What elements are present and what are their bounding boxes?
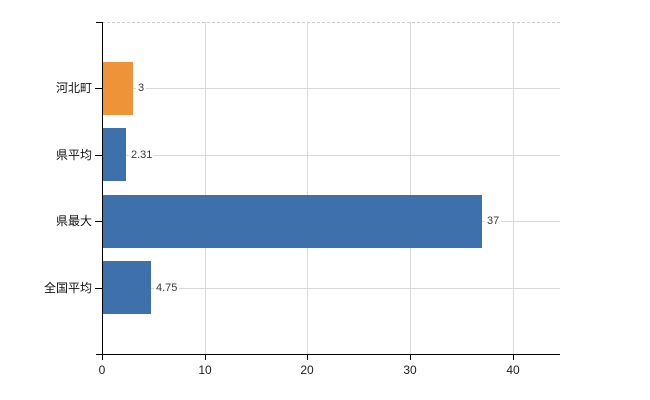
bar bbox=[103, 128, 126, 181]
x-axis-tick bbox=[102, 355, 103, 360]
gridline-horizontal bbox=[102, 288, 560, 289]
bar-value-label: 2.31 bbox=[129, 147, 155, 163]
category-label: 県平均 bbox=[55, 148, 92, 162]
bar bbox=[103, 195, 482, 248]
x-axis-tick bbox=[205, 355, 206, 360]
gridline-vertical bbox=[205, 22, 206, 354]
category-label: 全国平均 bbox=[43, 281, 92, 295]
plot-top-border bbox=[102, 22, 560, 23]
bar-value-label: 3 bbox=[136, 80, 147, 96]
gridline-vertical bbox=[410, 22, 411, 354]
x-tick-label: 10 bbox=[198, 363, 212, 377]
y-axis-line bbox=[102, 22, 103, 354]
bar-value-label: 4.75 bbox=[154, 280, 180, 296]
y-axis-tick bbox=[95, 221, 102, 222]
x-axis-line bbox=[96, 354, 560, 355]
x-axis-tick bbox=[307, 355, 308, 360]
x-axis-tick bbox=[410, 355, 411, 360]
y-axis-tick bbox=[95, 88, 102, 89]
x-tick-label: 0 bbox=[98, 363, 106, 377]
gridline-vertical bbox=[307, 22, 308, 354]
x-tick-label: 20 bbox=[300, 363, 314, 377]
x-tick-label: 40 bbox=[506, 363, 520, 377]
bar-value-label: 37 bbox=[485, 213, 502, 229]
y-axis-tick bbox=[95, 155, 102, 156]
category-label: 県最大 bbox=[55, 214, 92, 228]
gridline-horizontal bbox=[102, 88, 560, 89]
bar bbox=[103, 62, 133, 115]
gridline-vertical bbox=[513, 22, 514, 354]
category-label: 河北町 bbox=[55, 81, 92, 95]
bar bbox=[103, 261, 151, 314]
x-axis-tick bbox=[513, 355, 514, 360]
y-axis-tick bbox=[95, 288, 102, 289]
y-axis-top-tick bbox=[96, 22, 102, 23]
gridline-horizontal bbox=[102, 155, 560, 156]
x-tick-label: 30 bbox=[403, 363, 417, 377]
